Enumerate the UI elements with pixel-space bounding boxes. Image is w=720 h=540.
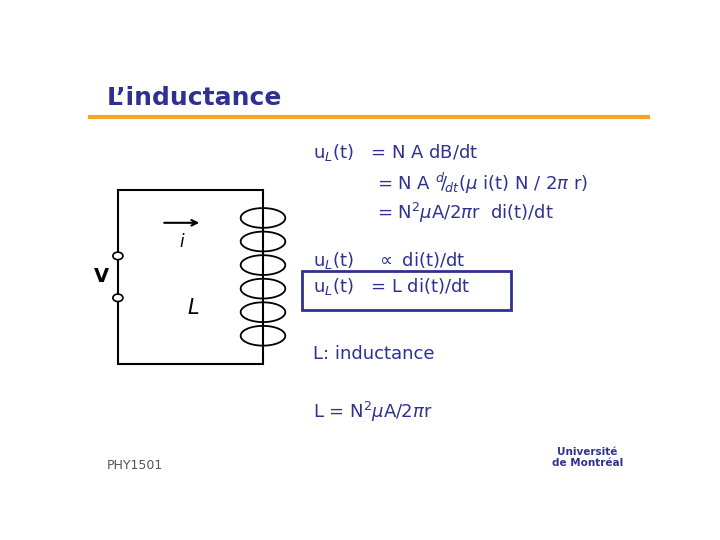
Text: L: L (187, 298, 199, 318)
Text: u$_L$(t)   = L di(t)/dt: u$_L$(t) = L di(t)/dt (313, 275, 471, 296)
Text: u$_L$(t)    $\propto$ di(t)/dt: u$_L$(t) $\propto$ di(t)/dt (313, 250, 466, 271)
Text: PHY1501: PHY1501 (107, 460, 163, 472)
Text: = N A $^d\!/_{\!dt}$($\mu$ i(t) N / 2$\pi$ r): = N A $^d\!/_{\!dt}$($\mu$ i(t) N / 2$\p… (377, 171, 589, 196)
Text: L: inductance: L: inductance (313, 346, 435, 363)
Bar (118, 190, 263, 364)
Text: Université
de Montréal: Université de Montréal (552, 447, 623, 468)
Text: L’inductance: L’inductance (107, 85, 282, 110)
Text: i: i (179, 233, 184, 251)
Text: V: V (94, 267, 109, 286)
Circle shape (113, 252, 123, 260)
Circle shape (113, 294, 123, 301)
Text: = N$^2$$\mu$A/2$\pi$r  di(t)/dt: = N$^2$$\mu$A/2$\pi$r di(t)/dt (377, 201, 554, 225)
Text: L = N$^2$$\mu$A/2$\pi$r: L = N$^2$$\mu$A/2$\pi$r (313, 400, 433, 423)
Text: u$_L$(t)   = N A dB/dt: u$_L$(t) = N A dB/dt (313, 141, 479, 163)
